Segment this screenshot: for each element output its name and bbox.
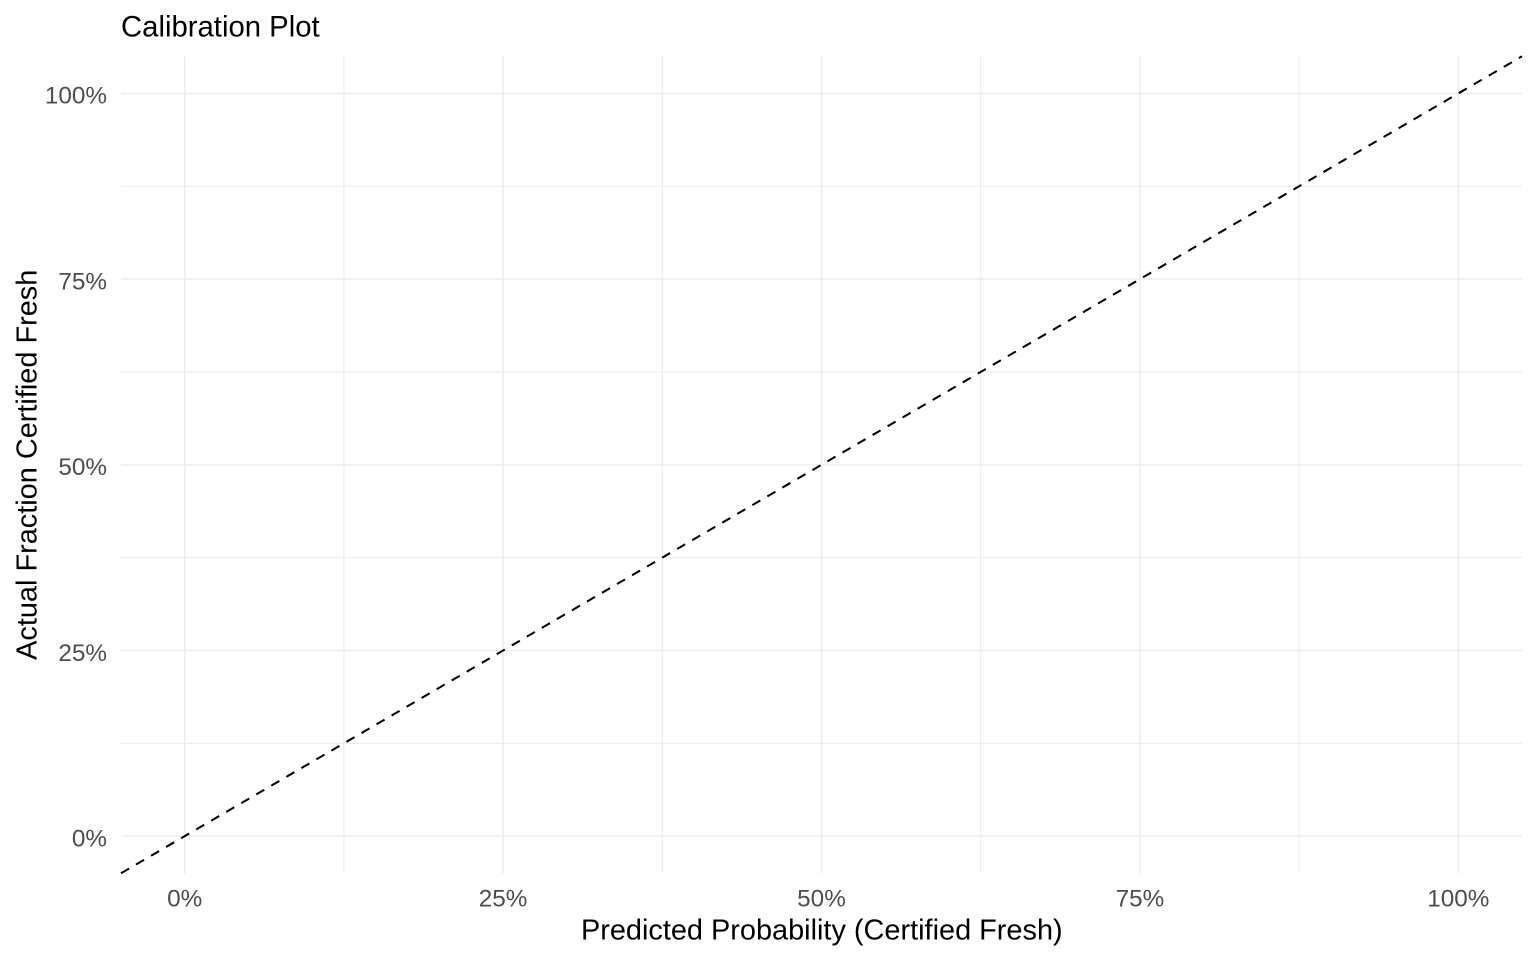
svg-text:75%: 75% <box>1116 885 1165 912</box>
svg-text:0%: 0% <box>72 826 107 853</box>
svg-text:50%: 50% <box>58 454 107 481</box>
svg-text:Actual Fraction Certified Fres: Actual Fraction Certified Fresh <box>12 270 44 660</box>
svg-text:Calibration Plot: Calibration Plot <box>121 11 320 44</box>
svg-text:50%: 50% <box>797 885 846 912</box>
svg-text:75%: 75% <box>58 268 107 295</box>
svg-text:100%: 100% <box>1427 885 1489 912</box>
svg-text:Predicted Probability (Certifi: Predicted Probability (Certified Fresh) <box>581 915 1063 947</box>
svg-text:0%: 0% <box>167 885 202 912</box>
svg-text:100%: 100% <box>45 83 107 110</box>
svg-text:25%: 25% <box>58 640 107 667</box>
svg-text:25%: 25% <box>479 885 528 912</box>
